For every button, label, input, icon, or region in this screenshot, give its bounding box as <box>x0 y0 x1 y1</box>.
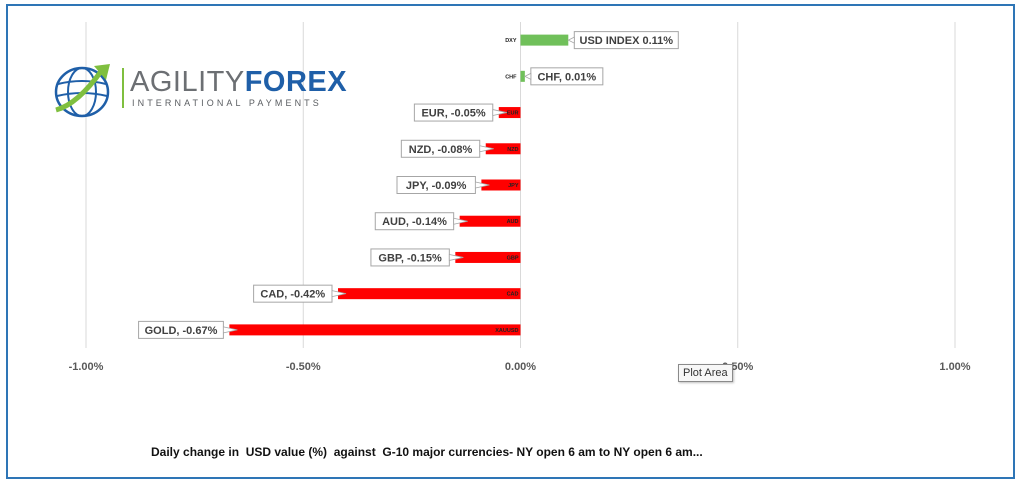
data-label-pointer <box>523 72 532 80</box>
bar <box>485 143 521 155</box>
data-label-pointer <box>474 181 490 189</box>
chart-frame <box>6 4 1015 479</box>
bar <box>520 34 569 46</box>
category-label: AUD <box>507 219 519 225</box>
data-label-pointer <box>453 217 468 225</box>
data-label-pointer <box>479 145 494 153</box>
chart-caption: Daily change in USD value (%) against G-… <box>151 445 703 459</box>
x-tick-label: 0.00% <box>505 361 536 373</box>
x-tick-label: 1.00% <box>939 361 970 373</box>
logo-wordmark: AGILITYFOREX <box>130 66 348 98</box>
bar <box>459 215 521 227</box>
logo-divider <box>122 68 124 108</box>
category-label: DXY <box>505 38 517 44</box>
bar <box>498 107 521 119</box>
data-label: AUD, -0.14% <box>382 216 447 228</box>
category-label: CHF <box>505 74 517 80</box>
logo-subtitle: INTERNATIONAL PAYMENTS <box>132 98 322 108</box>
data-label: CHF, 0.01% <box>537 71 596 83</box>
bar <box>338 288 521 300</box>
category-label: EUR <box>507 111 519 117</box>
globe-arrow-icon <box>54 64 110 118</box>
data-label: USD INDEX 0.11% <box>580 35 674 47</box>
data-label-pointer <box>448 253 464 261</box>
data-label: GBP, -0.15% <box>378 252 442 264</box>
plot-area-tooltip: Plot Area <box>678 364 733 382</box>
x-tick-label: -1.00% <box>69 361 104 373</box>
data-label: NZD, -0.08% <box>409 144 473 156</box>
data-label: CAD, -0.42% <box>260 289 325 301</box>
data-label-pointer <box>331 290 347 298</box>
category-label: JPY <box>508 183 519 189</box>
bar <box>481 179 521 191</box>
bar <box>229 324 521 336</box>
data-label-pointer <box>492 109 507 117</box>
data-label-pointer <box>222 326 238 334</box>
bar <box>520 70 525 82</box>
data-label: JPY, -0.09% <box>406 180 467 192</box>
data-label-pointer <box>567 36 575 44</box>
data-label: GOLD, -0.67% <box>145 325 218 337</box>
agility-forex-logo: AGILITYFOREX INTERNATIONAL PAYMENTS <box>50 60 347 120</box>
x-tick-label: -0.50% <box>286 361 321 373</box>
category-label: NZD <box>507 147 518 153</box>
category-label: GBP <box>507 255 519 261</box>
category-label: CAD <box>507 292 519 298</box>
bar <box>455 251 521 263</box>
data-label: EUR, -0.05% <box>421 108 485 120</box>
category-label: XAUUSD <box>495 328 518 334</box>
